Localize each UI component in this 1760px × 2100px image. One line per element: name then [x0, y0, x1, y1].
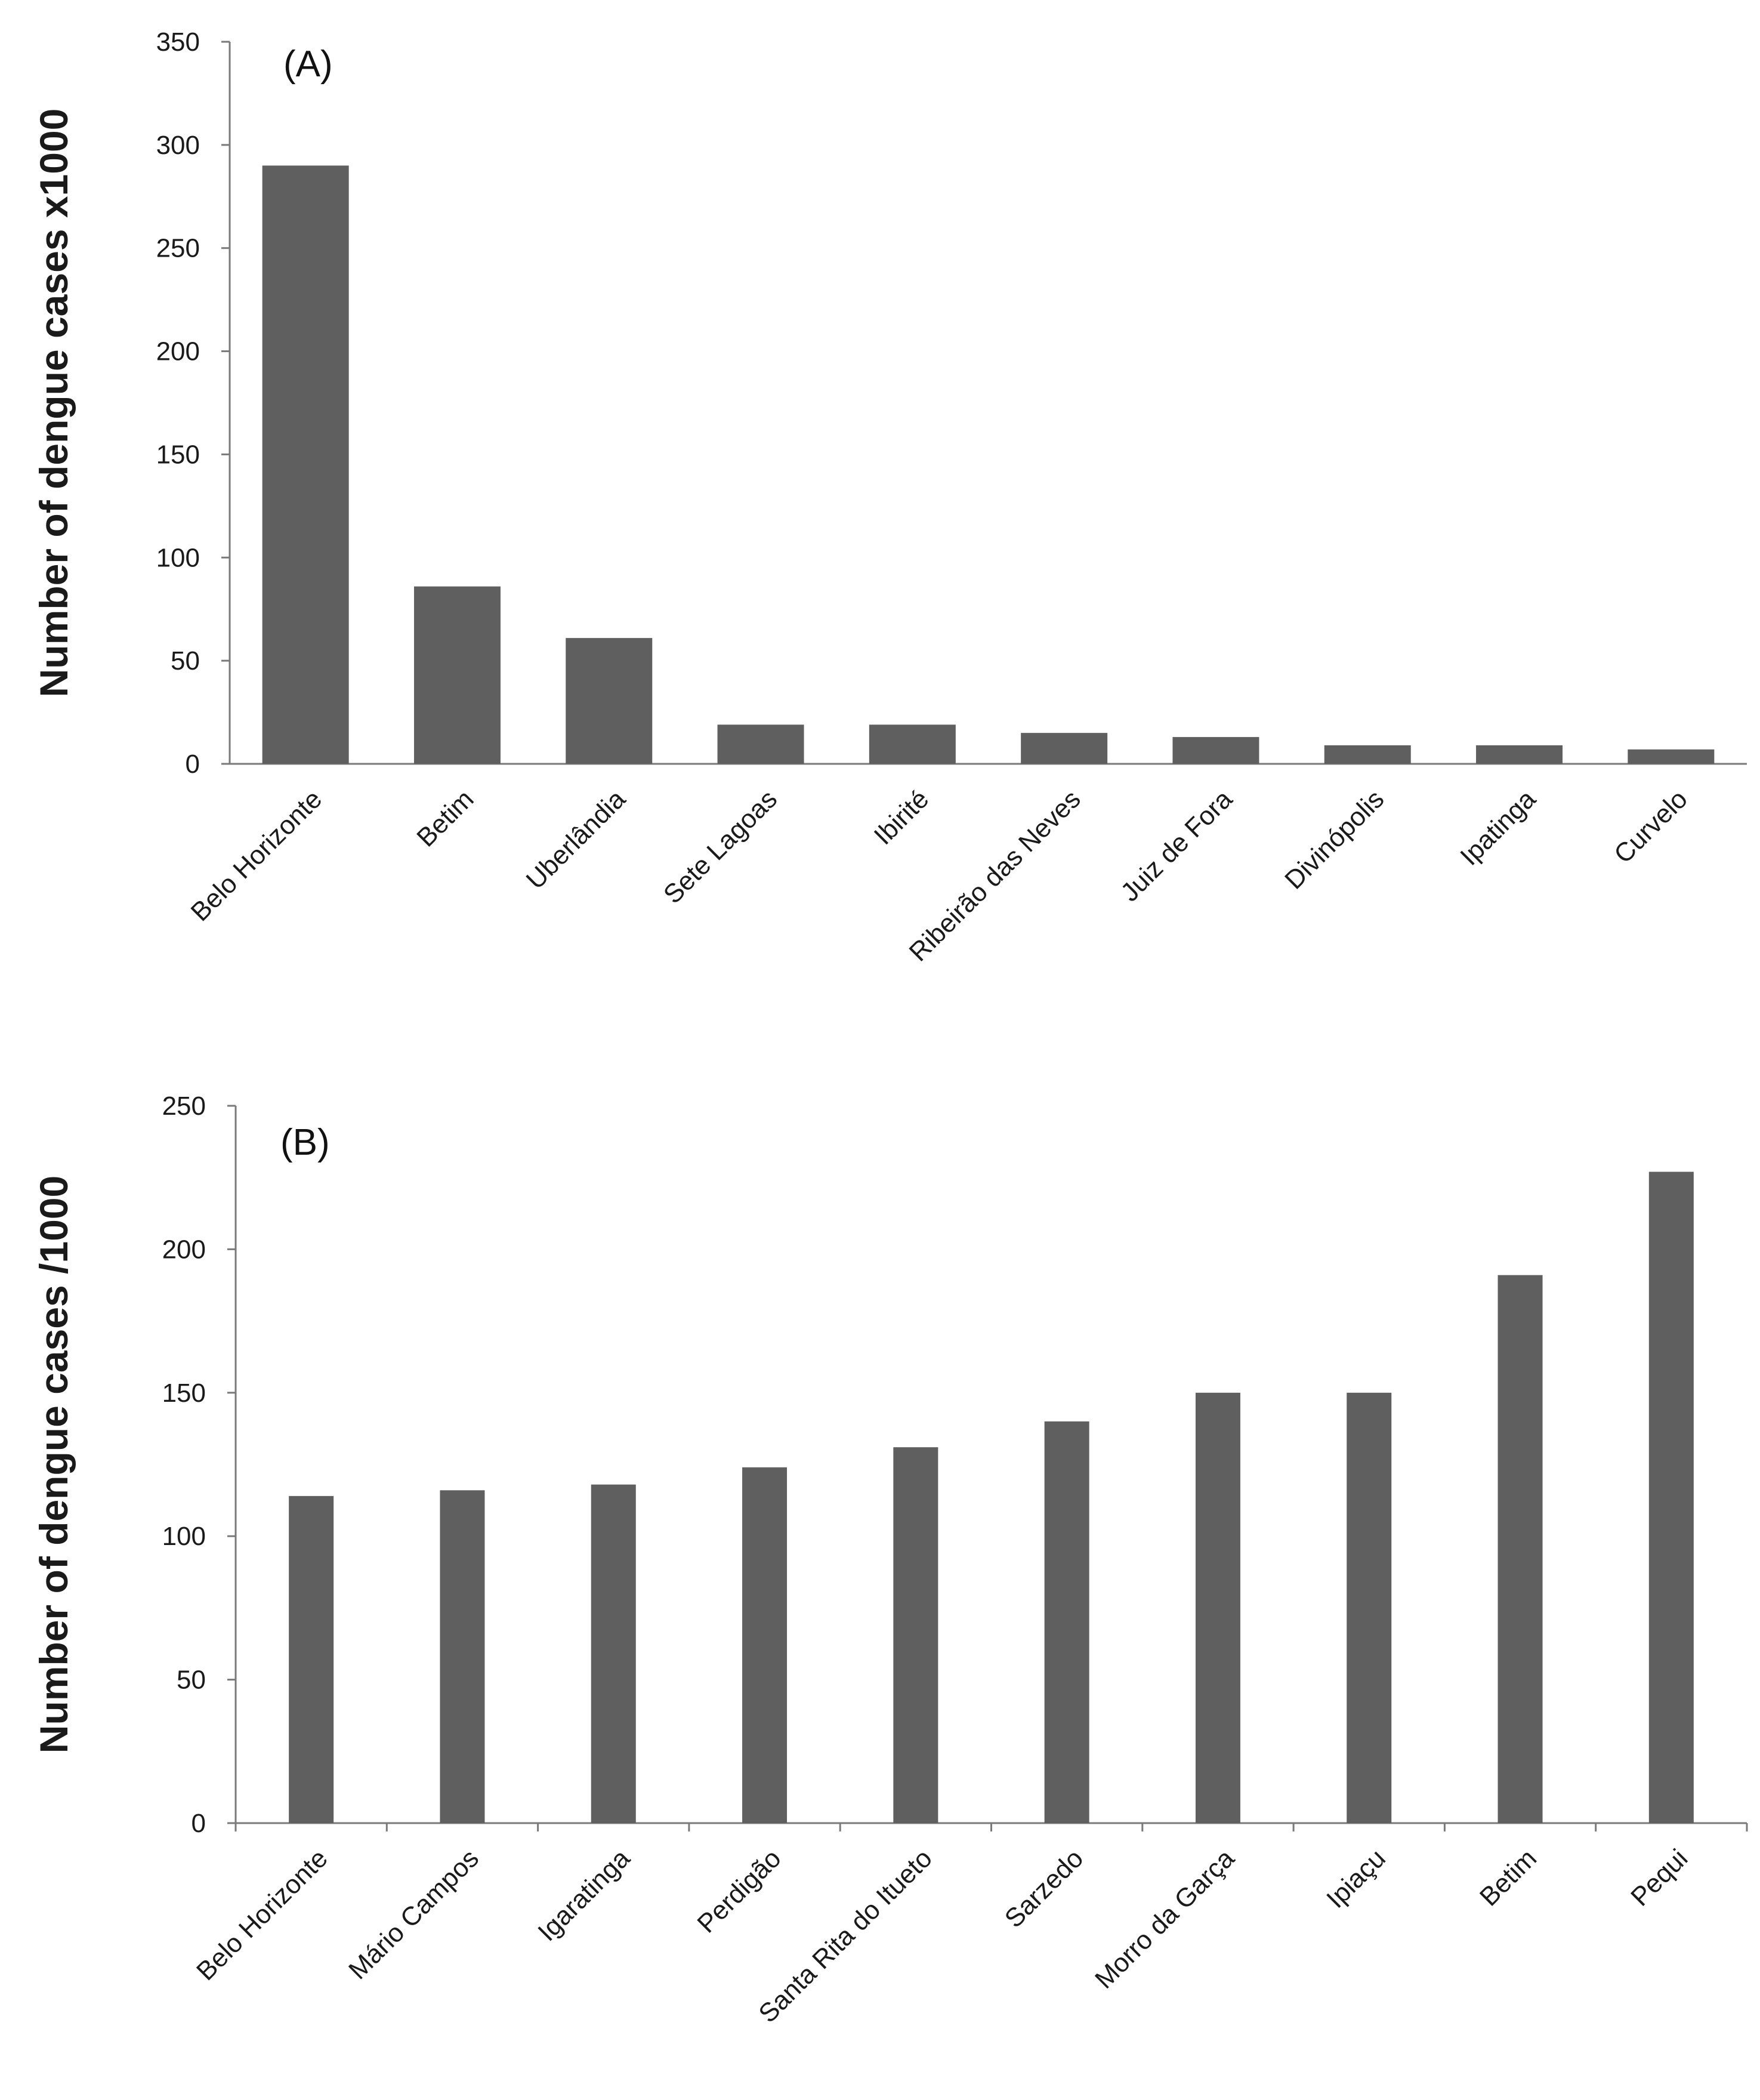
- x-category-label: Belo Horizonte: [185, 784, 328, 927]
- bar-1: [289, 1495, 334, 1823]
- x-category-label: Ipatinga: [1455, 784, 1542, 871]
- bar-5: [869, 724, 956, 764]
- bar-3: [591, 1484, 636, 1823]
- x-category-label: Juiz de Fora: [1115, 784, 1238, 907]
- x-category-label: Ibirité: [869, 784, 935, 850]
- y-tick-label: 200: [162, 1235, 206, 1264]
- x-category-label: Curvelo: [1608, 784, 1693, 869]
- bar-1: [262, 165, 349, 764]
- x-category-label: Ribeirão das Neves: [904, 784, 1086, 967]
- y-tick-label: 50: [177, 1666, 206, 1695]
- x-category-label: Ipiaçu: [1321, 1843, 1391, 1914]
- y-tick-label: 50: [171, 646, 200, 676]
- bar-8: [1324, 745, 1411, 764]
- x-category-label: Betim: [411, 784, 479, 852]
- x-category-label: Betim: [1474, 1843, 1542, 1911]
- bar-4: [717, 724, 804, 764]
- x-category-label: Igaratinga: [532, 1843, 635, 1947]
- x-category-label: Pequi: [1625, 1843, 1693, 1911]
- x-category-label: Uberlândia: [521, 784, 631, 895]
- y-tick-label: 200: [156, 337, 200, 366]
- y-axis-title: Number of dengue cases x1000: [32, 109, 76, 698]
- bar-2: [440, 1490, 485, 1823]
- bar-4: [742, 1467, 788, 1823]
- y-tick-label: 100: [162, 1522, 206, 1551]
- y-tick-label: 150: [156, 440, 200, 469]
- bar-7: [1195, 1392, 1240, 1823]
- bar-9: [1476, 745, 1563, 764]
- x-category-label: Morro da Garça: [1089, 1843, 1240, 1994]
- x-category-label: Divinópolis: [1279, 784, 1390, 895]
- y-tick-label: 300: [156, 131, 200, 160]
- bar-8: [1347, 1392, 1392, 1823]
- y-axis-title: Number of dengue cases /1000: [32, 1176, 76, 1753]
- y-tick-label: 250: [156, 234, 200, 263]
- y-tick-label: 350: [156, 27, 200, 57]
- x-category-label: Sarzedo: [999, 1843, 1089, 1934]
- bar-6: [1044, 1421, 1089, 1823]
- bar-10: [1628, 749, 1715, 764]
- chart-panel-a: 0 50 100 150 200 250 300 350 Belo Horizonte Betim…: [32, 27, 1747, 967]
- x-category-label: Mário Campos: [343, 1843, 484, 1985]
- bar-5: [893, 1447, 938, 1823]
- x-category-label: Santa Rita do Itueto: [753, 1843, 938, 2028]
- x-category-label: Belo Horizonte: [191, 1843, 334, 1986]
- bar-10: [1648, 1171, 1694, 1823]
- bar-2: [413, 586, 501, 764]
- x-category-label: Perdigão: [691, 1843, 786, 1938]
- y-tick-label: 250: [162, 1091, 206, 1121]
- bar-6: [1021, 733, 1108, 764]
- bar-9: [1497, 1275, 1543, 1823]
- panel-label: (B): [280, 1122, 330, 1163]
- y-tick-label: 150: [162, 1379, 206, 1408]
- bar-7: [1172, 737, 1259, 764]
- y-tick-label: 100: [156, 543, 200, 572]
- bar-3: [566, 638, 653, 764]
- x-category-label: Sete Lagoas: [658, 784, 783, 909]
- panel-label: (A): [283, 44, 333, 85]
- chart-panel-b: 0 50 100 150 200 250 Belo Horizonte Mário Campo…: [32, 1091, 1748, 2028]
- y-tick-label: 0: [192, 1809, 206, 1838]
- y-tick-label: 0: [186, 750, 200, 779]
